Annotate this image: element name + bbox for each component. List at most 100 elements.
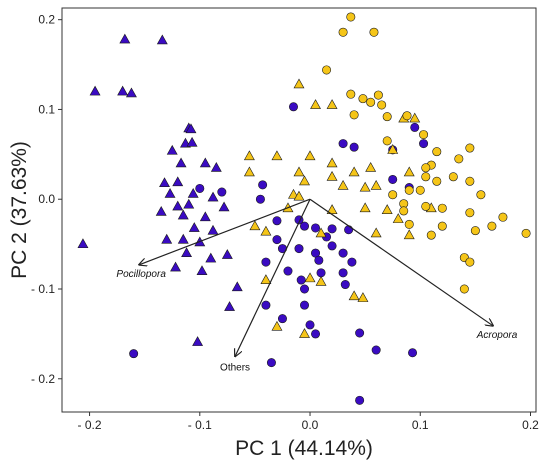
data-point-circle [358, 94, 368, 104]
data-point-triangle [249, 220, 261, 231]
data-point-circle [377, 100, 387, 110]
data-point-circle [349, 110, 359, 120]
data-point-triangle [205, 252, 217, 263]
data-point-circle [261, 257, 271, 267]
data-point-triangle [326, 99, 338, 109]
data-point-triangle [177, 233, 189, 244]
data-point-circle [346, 12, 356, 22]
data-point-triangle [185, 123, 197, 134]
data-point-circle [294, 244, 304, 254]
x-tick-label: - 0.1 [188, 418, 212, 432]
data-point-circle [521, 228, 531, 238]
data-point-circle [272, 235, 282, 245]
data-point-circle [272, 216, 282, 226]
data-point-triangle [403, 229, 415, 240]
data-point-triangle [156, 34, 168, 45]
loading-vector-line [139, 198, 311, 265]
data-points [77, 12, 531, 405]
data-point-circle [459, 284, 469, 294]
data-point-triangle [166, 144, 178, 155]
x-tick-label: 0.1 [412, 418, 429, 432]
data-point-triangle [164, 188, 176, 198]
data-point-circle [432, 176, 442, 186]
data-point-circle [419, 130, 429, 140]
data-point-triangle [348, 166, 360, 177]
plot-frame [61, 7, 537, 413]
data-point-circle [327, 224, 337, 234]
data-point-triangle [155, 205, 167, 216]
data-point-triangle [196, 265, 208, 275]
data-point-triangle [117, 85, 129, 96]
data-point-circle [415, 185, 425, 195]
data-point-circle [316, 268, 326, 278]
data-point-circle [217, 187, 227, 197]
data-point-circle [369, 27, 379, 37]
x-tick-label: 0.0 [302, 418, 319, 432]
data-point-circle [338, 248, 348, 258]
data-point-triangle [218, 201, 230, 212]
data-point-triangle [370, 227, 382, 238]
data-point-triangle [403, 166, 415, 177]
data-point-circle [327, 241, 337, 251]
data-point-triangle [231, 281, 243, 292]
data-point-triangle [365, 161, 377, 172]
data-point-circle [448, 172, 458, 182]
data-point-triangle [304, 272, 316, 283]
data-point-circle [258, 180, 268, 190]
x-tick-label: 0.2 [522, 418, 539, 432]
data-point-triangle [315, 227, 327, 238]
data-point-circle [266, 358, 276, 368]
x-axis-title: PC 1 (44.14%) [235, 437, 373, 460]
x-tick-label: - 0.2 [78, 418, 102, 432]
data-point-triangle [175, 157, 187, 168]
data-point-circle [311, 223, 321, 233]
data-point-circle [421, 163, 431, 173]
data-point-triangle [293, 190, 305, 201]
data-point-triangle [119, 33, 131, 44]
data-point-circle [432, 147, 442, 157]
data-point-circle [296, 275, 306, 285]
data-point-circle [487, 221, 497, 231]
data-point-triangle [172, 176, 184, 187]
data-point-circle [261, 300, 271, 310]
data-point-circle [322, 65, 332, 75]
data-point-triangle [161, 233, 173, 244]
data-point-triangle [243, 150, 255, 161]
data-point-circle [349, 142, 359, 152]
data-point-circle [421, 201, 431, 211]
y-tick-label: 0.0 [38, 192, 55, 206]
data-point-circle [454, 154, 464, 164]
data-point-triangle [199, 211, 211, 222]
data-point-triangle [260, 274, 272, 284]
loading-vector-label: Pocillopora [116, 269, 166, 280]
data-point-circle [388, 174, 398, 184]
data-point-triangle [224, 301, 236, 311]
data-point-circle [465, 257, 475, 267]
data-point-circle [338, 27, 348, 37]
axis-ticks: - 0.2 - 0.1 0.0 0.1 0.2 - 0.2 - 0.1 0.0 0.1 0.2 [31, 13, 539, 432]
data-point-triangle [392, 213, 404, 223]
data-point-triangle [125, 87, 137, 98]
data-point-circle [465, 208, 475, 218]
data-point-circle [347, 257, 357, 267]
data-point-circle [195, 183, 205, 193]
data-point-triangle [170, 261, 181, 272]
loading-vector-label: Others [220, 362, 250, 373]
data-point-circle [382, 136, 392, 146]
data-point-triangle [326, 204, 338, 214]
data-point-circle [373, 90, 383, 100]
loading-vector-line [235, 198, 311, 356]
data-point-triangle [243, 166, 255, 177]
data-point-circle [344, 225, 354, 235]
data-point-triangle [271, 320, 283, 331]
loading-vector-label: Acropora [476, 330, 518, 341]
data-point-triangle [188, 222, 200, 232]
data-point-triangle [304, 150, 316, 161]
y-axis-title: PC 2 (37.63%) [8, 141, 31, 279]
data-point-triangle [199, 157, 211, 168]
data-point-triangle [315, 276, 327, 286]
data-point-circle [371, 345, 381, 355]
data-point-circle [288, 102, 298, 112]
data-point-triangle [210, 161, 222, 172]
y-tick-label: - 0.2 [31, 372, 55, 386]
